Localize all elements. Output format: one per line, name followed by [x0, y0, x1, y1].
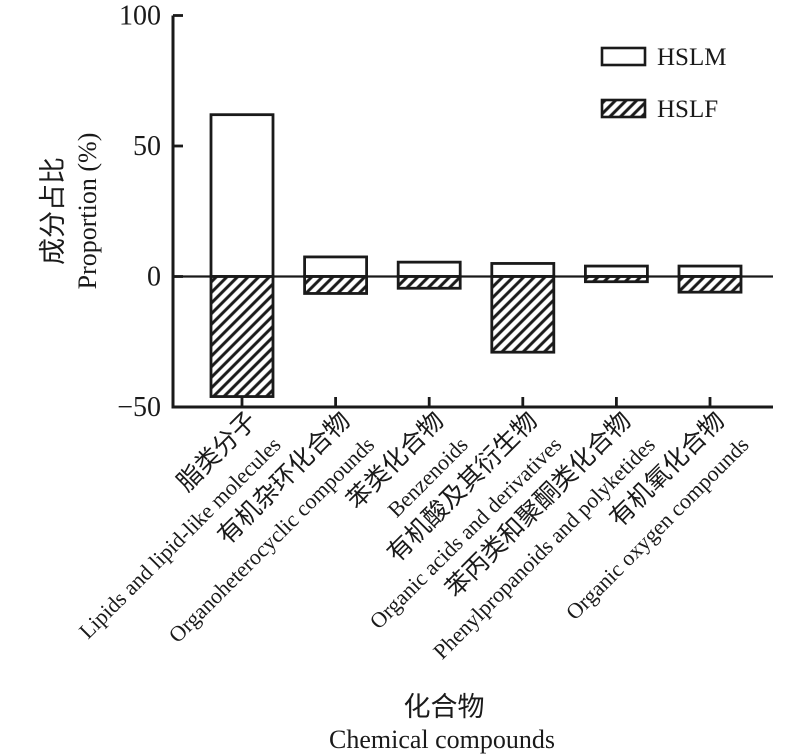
- category-label-en-0: Lipids and lipid-like molecules: [74, 432, 286, 644]
- legend-label-hslm: HSLM: [657, 44, 726, 71]
- y-tick-label--50: −50: [117, 392, 161, 423]
- x-axis-label-zh: 化合物: [404, 692, 485, 722]
- bar-hslm-3: [490, 262, 556, 278]
- bar-hslm-4: [584, 264, 649, 278]
- bar-hslf-3: [490, 275, 556, 354]
- y-axis-label-en: Proportion (%): [73, 133, 102, 290]
- bar-hslf-5: [677, 275, 743, 294]
- y-tick-label-50: 50: [133, 131, 161, 162]
- bar-hslm-1: [303, 255, 369, 278]
- legend-swatch-hslf: [600, 98, 647, 119]
- bar-hslf-1: [303, 275, 369, 295]
- legend-label-hslf: HSLF: [657, 96, 718, 123]
- bar-hslm-2: [396, 260, 462, 278]
- y-axis-label-zh: 成分占比: [38, 157, 68, 265]
- legend-swatch-hslm: [600, 46, 647, 67]
- bar-hslf-0: [209, 275, 275, 398]
- bar-hslm-0: [209, 113, 275, 278]
- bar-hslm-5: [677, 264, 743, 278]
- y-tick-label-0: 0: [147, 262, 161, 293]
- y-tick-label-100: 100: [119, 1, 161, 32]
- bar-hslf-2: [396, 275, 462, 290]
- x-axis-label-en: Chemical compounds: [329, 725, 555, 754]
